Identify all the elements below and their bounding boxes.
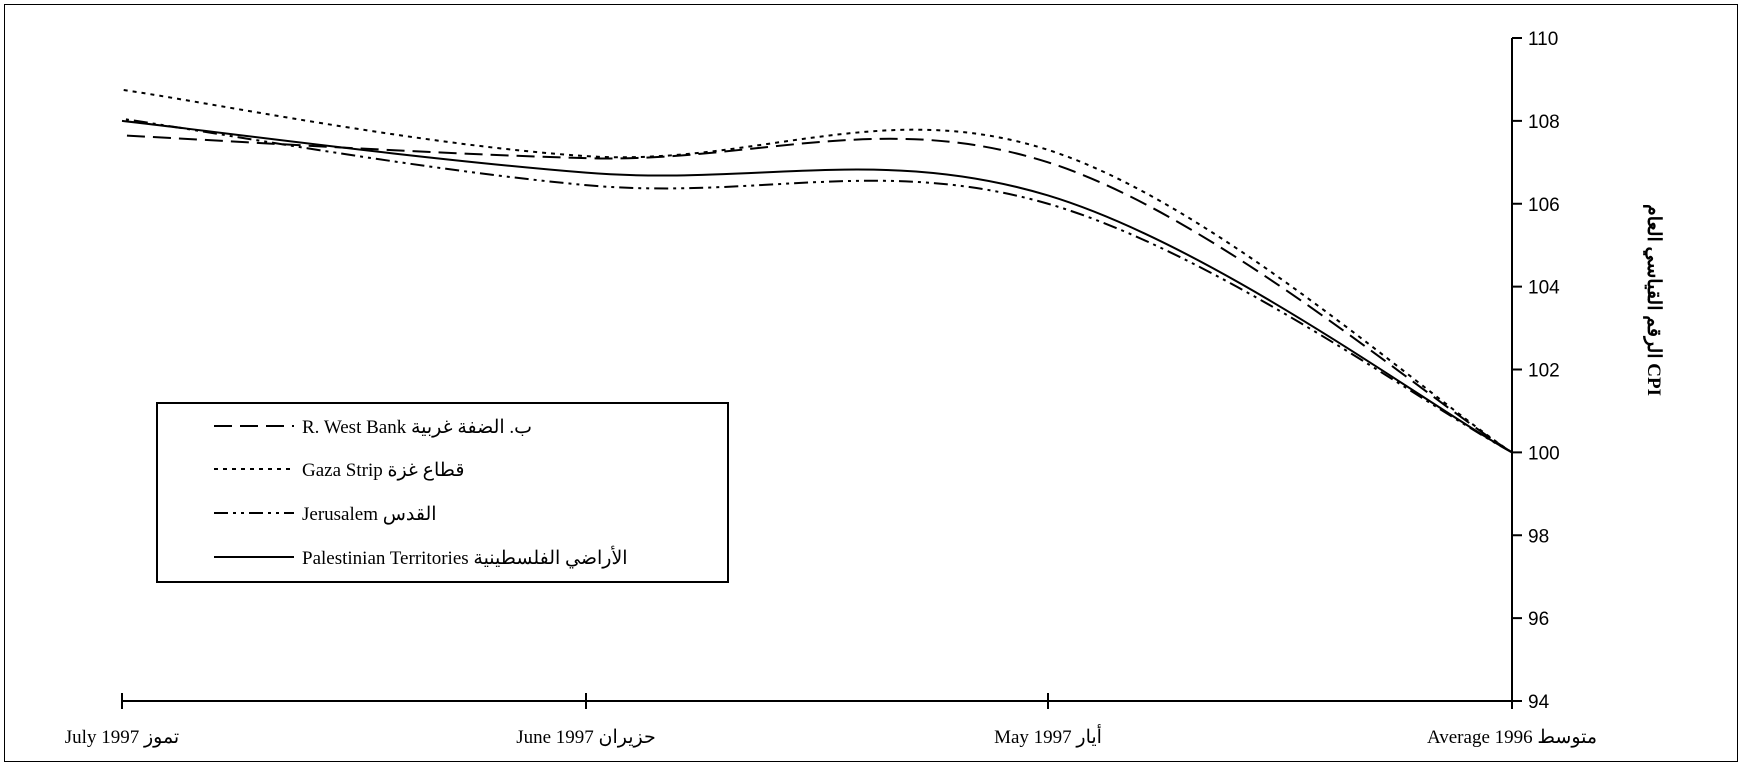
y-axis-title: الرقم القياسي العام CPI <box>1642 204 1664 396</box>
y-tick-label: 108 <box>1528 112 1560 133</box>
y-tick-label: 106 <box>1528 195 1560 216</box>
series-line-1 <box>121 88 1513 454</box>
y-tick-label: 94 <box>1528 692 1550 713</box>
axes: 94 96 98 100 102 104 106 108 110 Average 1996 متو… <box>65 29 1597 748</box>
legend-label-2: Jerusalem القدس <box>302 504 437 525</box>
y-tick-label: 96 <box>1528 609 1549 630</box>
series-line-0 <box>121 134 1513 454</box>
legend-label-3: Palestinian Territories الأراضي الفلسطين… <box>302 545 628 569</box>
chart-frame <box>4 4 1738 762</box>
legend: R. West Bank ب. الضفة غربية Gaza Strip قط… <box>156 402 729 583</box>
series-line-2 <box>121 117 1513 454</box>
legend-label-1: Gaza Strip قطاع غزة <box>302 460 464 481</box>
y-tick-label: 110 <box>1528 29 1558 50</box>
y-tick-label: 100 <box>1528 443 1560 464</box>
series-line-3 <box>121 119 1513 454</box>
x-tick-label: July 1997 تموز <box>65 727 179 748</box>
x-tick-label: June 1997 حزيران <box>516 727 656 748</box>
legend-box <box>156 402 729 583</box>
y-tick-label: 98 <box>1528 526 1549 547</box>
x-tick-label: Average 1996 متوسط <box>1427 727 1597 748</box>
y-tick-label: 102 <box>1528 361 1560 382</box>
series-lines <box>121 88 1513 454</box>
legend-label-0: R. West Bank ب. الضفة غربية <box>302 417 532 438</box>
y-tick-label: 104 <box>1528 278 1560 299</box>
x-tick-label: May 1997 أيار <box>994 723 1102 748</box>
